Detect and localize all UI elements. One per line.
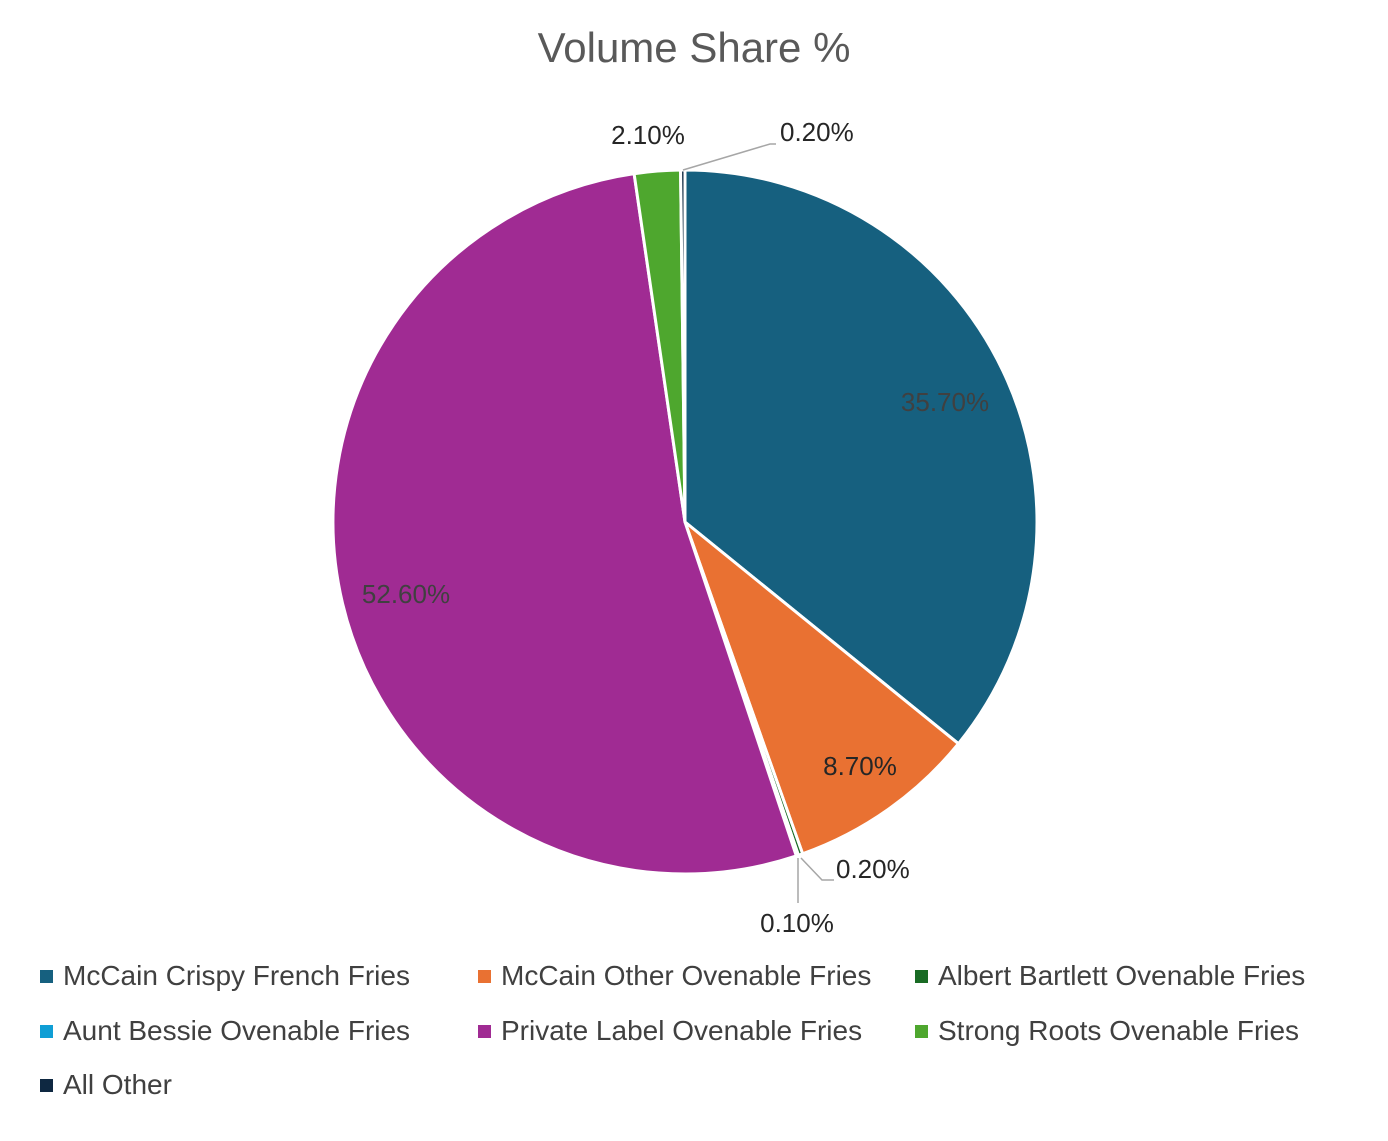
legend-swatch [40,1078,53,1092]
pie-chart: 35.70%8.70%0.20%0.10%52.60%2.10% 0.20% [331,117,1039,938]
legend-label: McCain Other Ovenable Fries [501,960,872,991]
legend-item-5: Private Label Ovenable Fries [478,1015,862,1047]
legend-label: Strong Roots Ovenable Fries [938,1015,1300,1046]
legend-swatch [40,1024,53,1038]
legend-item-4: Aunt Bessie Ovenable Fries [40,1015,410,1047]
leader-line-7 [682,143,776,171]
legend-item-6: Strong Roots Ovenable Fries [915,1015,1299,1047]
legend-swatch [478,969,491,983]
legend-item-7: All Other [40,1069,172,1101]
pie-slice-5 [331,172,798,876]
pie-slice-2 [683,520,960,856]
leader-lines [682,143,834,903]
data-label-3: 0.20% [836,854,910,884]
data-labels: 35.70%8.70%0.20%0.10%52.60%2.10% 0.20% [362,117,989,938]
data-label-1: 35.70% [901,387,989,417]
legend-label: Aunt Bessie Ovenable Fries [63,1015,411,1046]
pie-slices [331,168,1039,876]
legend-swatch [915,969,928,983]
legend-swatch [915,1024,928,1038]
legend-swatch [40,969,53,983]
legend-label: McCain Crispy French Fries [63,960,410,991]
legend-item-3: Albert Bartlett Ovenable Fries [915,960,1305,992]
legend-label: Private Label Ovenable Fries [501,1015,863,1046]
data-label-6: 2.10% [611,120,685,150]
data-label-5: 52.60% [362,579,450,609]
chart-title: Volume Share % [537,24,851,71]
legend-label: All Other [63,1069,172,1100]
legend-item-2: McCain Other Ovenable Fries [478,960,871,992]
legend-label: Albert Bartlett Ovenable Fries [938,960,1306,991]
leader-line-3 [800,857,834,881]
legend-item-1: McCain Crispy French Fries [40,960,410,992]
data-label-4: 0.10% [760,908,834,938]
data-label-2: 8.70% [823,751,897,781]
data-label-7: 0.20% [780,117,854,147]
pie-slice-1 [683,168,1039,746]
legend-swatch [478,1024,491,1038]
